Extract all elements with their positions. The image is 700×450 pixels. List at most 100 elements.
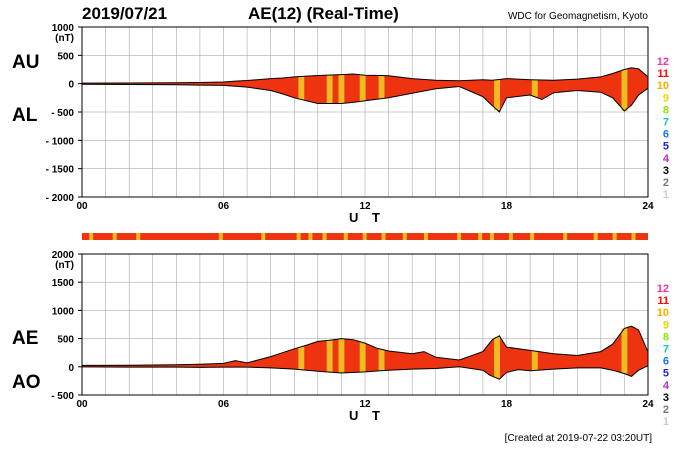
station-status-segment xyxy=(631,233,636,240)
station-status-segment xyxy=(593,233,598,240)
station-status-segment xyxy=(261,233,266,240)
au-label: AU xyxy=(12,52,40,73)
au-al-xtick-label: 18 xyxy=(501,201,513,212)
au-al-level-legend-8: 8 xyxy=(663,104,669,116)
station-status-segment xyxy=(322,233,327,240)
au-al-xlabel: U T xyxy=(349,210,385,225)
chart-title: AE(12) (Real-Time) xyxy=(248,4,399,23)
au-al-xtick-label: 24 xyxy=(642,201,654,212)
station-status-segment xyxy=(112,233,117,240)
au-al-ytick-label: - 500 xyxy=(51,108,74,119)
au-al-ytick-label: - 2000 xyxy=(46,193,75,204)
au-al-level-legend-5: 5 xyxy=(663,141,669,153)
au-al-level-legend-7: 7 xyxy=(663,117,669,129)
au-al-xtick-label: 12 xyxy=(359,201,371,212)
station-status-segment xyxy=(456,233,461,240)
au-al-level-legend-2: 2 xyxy=(663,177,669,189)
ae-label: AE xyxy=(12,328,39,349)
station-status-segment xyxy=(563,233,568,240)
ae-ao-highlight-band xyxy=(621,328,628,374)
ae-ao-xtick-label: 24 xyxy=(642,399,654,410)
ae-ao-xtick-label: 12 xyxy=(359,399,371,410)
station-status-segment xyxy=(362,233,367,240)
ae-ao-upper-line xyxy=(81,325,649,366)
ae-ao-highlight-band xyxy=(338,338,345,374)
au-al-level-legend-9: 9 xyxy=(663,92,669,104)
ae-ao-xtick-label: 18 xyxy=(501,399,513,410)
ae-ao-ytick-label: 0 xyxy=(68,363,74,374)
au-al-highlight-band xyxy=(359,74,366,102)
ae-ao-level-legend-10: 10 xyxy=(657,307,669,319)
au-al-xtick-label: 00 xyxy=(76,201,88,212)
station-status-segment xyxy=(296,233,301,240)
credit-label: WDC for Geomagnetism, Kyoto xyxy=(507,11,648,22)
ae-ao-level-legend-8: 8 xyxy=(663,331,669,343)
ae-ao-unit-label: (nT) xyxy=(55,260,74,271)
ae-ao-level-legend-1: 1 xyxy=(663,416,669,428)
au-al-ytick-label: 0 xyxy=(68,80,74,91)
station-status-segment xyxy=(423,233,428,240)
ae-ao-level-legend-4: 4 xyxy=(663,380,670,392)
station-status-segment xyxy=(89,233,94,240)
ae-ao-xtick-label: 06 xyxy=(218,399,230,410)
station-status-segment xyxy=(308,233,313,240)
ae-ao-level-legend-2: 2 xyxy=(663,404,669,416)
au-al-level-legend-10: 10 xyxy=(657,80,669,92)
ae-ao-ytick-label: 2000 xyxy=(52,250,75,261)
ae-ao-highlight-band xyxy=(378,349,385,371)
ae-ao-ytick-label: - 500 xyxy=(51,391,74,402)
ae-ao-level-legend-7: 7 xyxy=(663,344,669,356)
created-timestamp: [Created at 2019-07-22 03:20UT] xyxy=(504,433,652,444)
ae-ao-level-legend-12: 12 xyxy=(657,283,669,295)
ae-ao-highlight-band xyxy=(531,351,538,371)
au-al-lower-line xyxy=(81,83,649,113)
station-status-segment xyxy=(218,233,223,240)
au-al-upper-line xyxy=(81,67,649,84)
au-al-ytick-label: 1000 xyxy=(52,23,75,34)
au-al-highlight-band xyxy=(494,79,501,110)
station-status-segment xyxy=(136,233,141,240)
au-al-level-legend-3: 3 xyxy=(663,165,669,177)
au-al-ytick-label: 500 xyxy=(57,51,74,62)
station-status-segment xyxy=(530,233,535,240)
au-al-ytick-label: - 1500 xyxy=(46,165,75,176)
au-al-level-legend-4: 4 xyxy=(663,153,670,165)
au-al-xtick-label: 06 xyxy=(218,201,230,212)
ae-ao-highlight-band xyxy=(298,346,305,370)
ae-ao-xlabel: U T xyxy=(349,408,385,423)
au-al-highlight-band xyxy=(326,75,333,104)
ae-ao-highlight-band xyxy=(359,342,366,372)
au-al-ytick-label: - 1000 xyxy=(46,136,75,147)
ae-ao-highlight-band xyxy=(326,340,333,373)
ae-ao-ytick-label: 1000 xyxy=(52,306,75,317)
ao-label: AO xyxy=(12,372,41,393)
al-label: AL xyxy=(12,105,38,126)
au-al-level-legend-12: 12 xyxy=(657,56,669,68)
ae-ao-level-legend-6: 6 xyxy=(663,356,669,368)
au-al-highlight-band xyxy=(338,74,345,104)
ae-ao-ytick-label: 500 xyxy=(57,335,74,346)
ae-ao-level-legend-3: 3 xyxy=(663,392,669,404)
ae-ao-lower-line xyxy=(81,365,649,380)
station-status-segment xyxy=(343,233,348,240)
station-status-segment xyxy=(478,233,483,240)
station-status-segment xyxy=(489,233,494,240)
ae-ao-ytick-label: 1500 xyxy=(52,278,75,289)
au-al-level-legend-1: 1 xyxy=(663,189,669,201)
ae-ao-level-legend-11: 11 xyxy=(657,295,669,307)
station-status-segment xyxy=(402,233,407,240)
ae-ao-level-legend-9: 9 xyxy=(663,319,669,331)
ae-ao-level-legend-5: 5 xyxy=(663,368,669,380)
au-al-level-legend-6: 6 xyxy=(663,129,669,141)
ae-ao-highlight-band xyxy=(494,337,501,379)
station-status-segment xyxy=(381,233,386,240)
au-al-highlight-band xyxy=(621,69,628,111)
station-status-segment xyxy=(612,233,617,240)
au-al-highlight-band xyxy=(531,79,538,97)
station-status-segment xyxy=(508,233,513,240)
ae-ao-xtick-label: 00 xyxy=(76,399,88,410)
au-al-highlight-band xyxy=(378,75,385,99)
ae-ao-frame xyxy=(81,253,649,396)
